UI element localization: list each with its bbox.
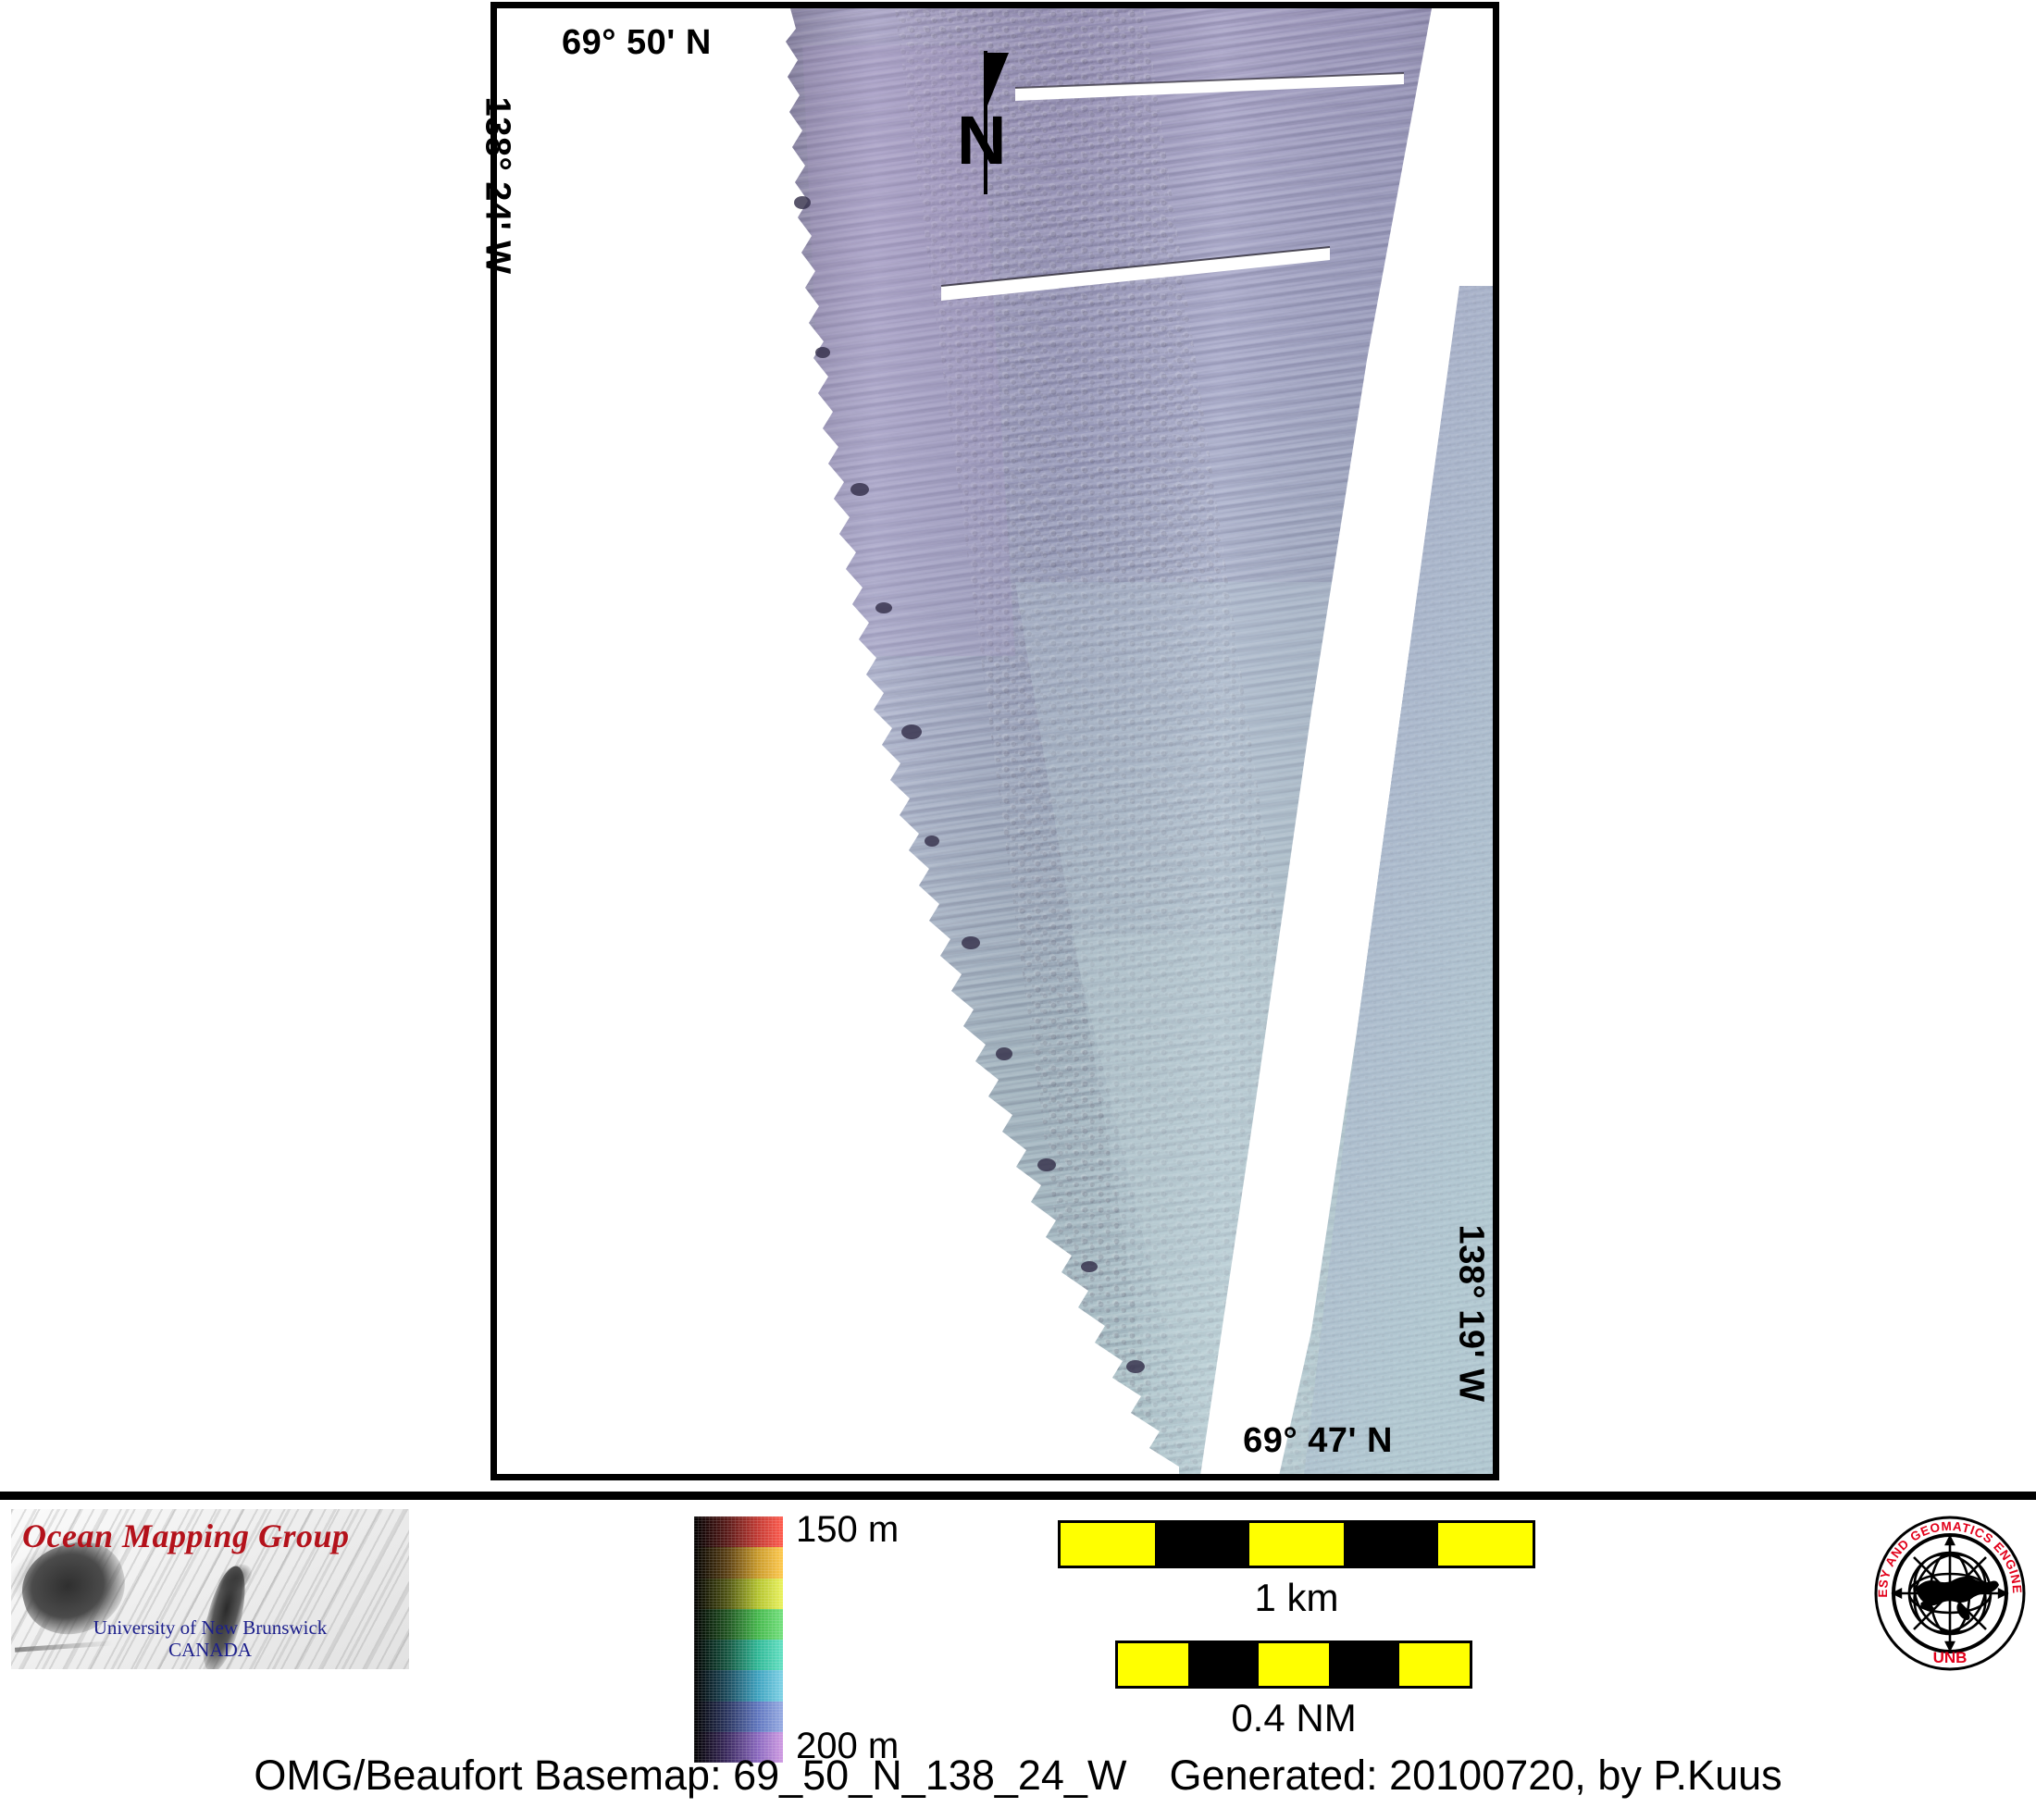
map-footer: Ocean Mapping Group University of New Br… — [0, 1492, 2036, 1820]
scale-bar-nm — [1115, 1640, 1472, 1689]
depth-colorbar — [694, 1517, 783, 1763]
north-arrow-icon: N — [957, 34, 1048, 196]
caption-basemap: OMG/Beaufort Basemap: 69_50_N_138_24_W — [254, 1752, 1127, 1799]
scale-seg — [1118, 1643, 1188, 1686]
scale-seg — [1438, 1523, 1533, 1566]
north-arrow-pennant — [986, 53, 1009, 110]
map-panel: 69° 50' N 138° 24' W 69° 47' N 138° 19' … — [478, 2, 1499, 1480]
scale-bar-km — [1058, 1520, 1535, 1568]
caption-generated: Generated: 20100720, by P.Kuus — [1169, 1752, 1782, 1799]
scale-seg — [1329, 1643, 1399, 1686]
colorbar-dither — [694, 1517, 783, 1763]
scale-seg — [1155, 1523, 1249, 1566]
unb-logo-svg: GEODESY AND GEOMATICS ENGINEERING UNB — [1871, 1515, 2026, 1671]
globe-landmass-icon — [1916, 1577, 1999, 1620]
scale-seg — [1061, 1523, 1155, 1566]
scale-seg — [1399, 1643, 1470, 1686]
omg-logo-university: University of New Brunswick — [93, 1616, 328, 1639]
unb-geodesy-logo: GEODESY AND GEOMATICS ENGINEERING UNB — [1871, 1515, 2029, 1672]
depth-colorbar-group: 150 m 200 m — [694, 1509, 899, 1766]
bathymetry-canvas — [497, 8, 1493, 1474]
omg-logo-title: Ocean Mapping Group — [22, 1517, 350, 1554]
longitude-label-left: 138° 24' W — [478, 96, 517, 275]
latitude-label-bottom: 69° 47' N — [1243, 1421, 1393, 1460]
scale-bar-nm-label: 0.4 NM — [1231, 1696, 1357, 1740]
scale-bar-km-label: 1 km — [1254, 1576, 1339, 1619]
longitude-label-right: 138° 19' W — [1451, 1224, 1491, 1403]
pockmark-nodules — [794, 196, 1145, 1373]
bathymetry-swath — [786, 8, 1493, 1474]
scale-seg — [1249, 1523, 1344, 1566]
latitude-label-top: 69° 50' N — [562, 23, 712, 62]
unb-logo-bottom-text: UNB — [1933, 1649, 1968, 1666]
colorbar-bottom-label: 200 m — [796, 1726, 900, 1766]
swath-east-strip — [1304, 286, 1493, 1474]
omg-logo: Ocean Mapping Group University of New Br… — [11, 1509, 409, 1669]
survey-line-gaps — [940, 72, 1405, 301]
colorbar-top-label: 150 m — [796, 1509, 900, 1550]
scale-seg — [1259, 1643, 1329, 1686]
scale-seg — [1344, 1523, 1438, 1566]
scale-bar-nm-group: 0.4 NM — [1115, 1640, 1472, 1740]
north-arrow-shaft — [984, 51, 987, 194]
scale-seg — [1188, 1643, 1259, 1686]
omg-logo-country: CANADA — [168, 1639, 252, 1661]
scale-bar-km-group: 1 km — [1058, 1520, 1535, 1620]
footer-caption: OMG/Beaufort Basemap: 69_50_N_138_24_W Ge… — [0, 1752, 2036, 1800]
north-arrow-label: N — [957, 102, 1007, 179]
nodata-corridor — [1200, 8, 1493, 1474]
